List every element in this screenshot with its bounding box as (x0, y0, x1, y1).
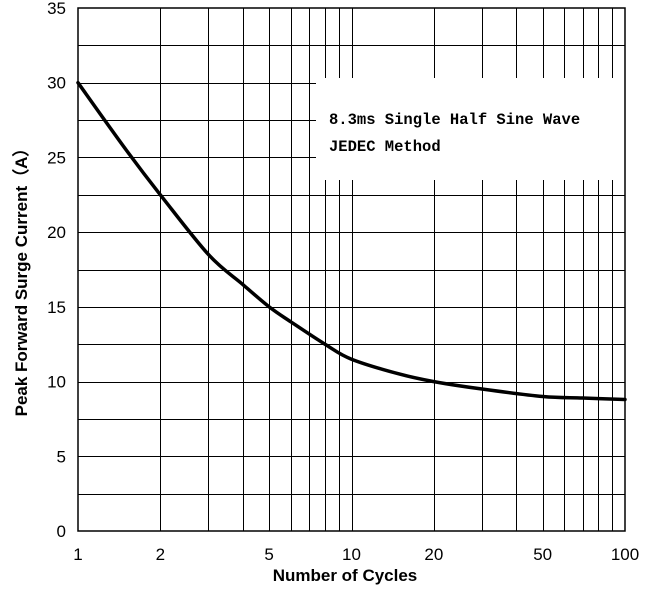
x-tick-label: 2 (156, 545, 165, 564)
x-tick-label: 50 (533, 545, 552, 564)
plot-frame (77, 7, 626, 532)
y-tick-labels: 0 5 10 15 20 25 30 35 (47, 0, 66, 541)
y-tick-label: 10 (47, 373, 66, 392)
x-axis-title: Number of Cycles (273, 566, 418, 585)
y-tick-label: 30 (47, 74, 66, 93)
grid-lines (78, 8, 625, 531)
annotation-line-2: JEDEC Method (329, 138, 441, 156)
x-tick-label: 20 (424, 545, 443, 564)
x-tick-label: 100 (611, 545, 639, 564)
surge-current-curve (76, 80, 627, 402)
y-tick-label: 25 (47, 148, 66, 167)
annotation-box (316, 78, 626, 180)
y-tick-label: 0 (57, 522, 66, 541)
x-tick-label: 1 (73, 545, 82, 564)
y-axis-title: Peak Forward Surge Current（A） (11, 140, 31, 417)
x-tick-labels: 1 2 5 10 20 50 100 (73, 545, 639, 564)
x-tick-label: 5 (264, 545, 273, 564)
annotation-line-1: 8.3ms Single Half Sine Wave (329, 111, 580, 129)
y-tick-label: 35 (47, 0, 66, 18)
y-tick-label: 5 (57, 447, 66, 466)
y-tick-label: 15 (47, 298, 66, 317)
y-tick-label: 20 (47, 223, 66, 242)
x-tick-label: 10 (342, 545, 361, 564)
series-layer (76, 80, 627, 402)
